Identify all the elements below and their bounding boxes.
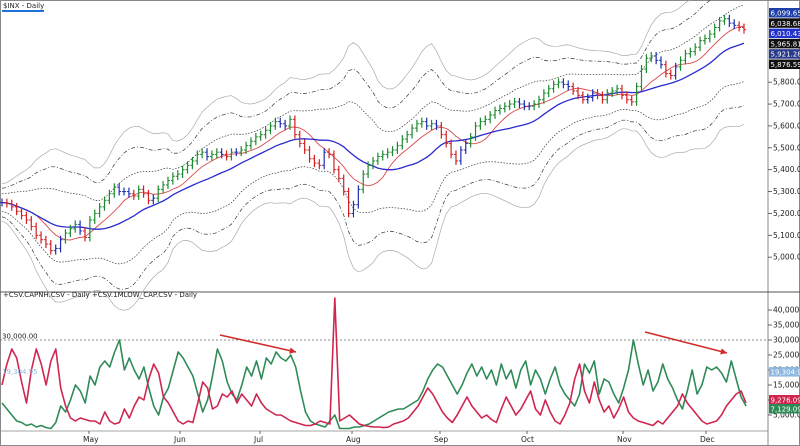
price-ytick-label: 5,100.00 [773, 231, 800, 240]
month-label: Sep [434, 435, 448, 444]
upper-outer-band-line [1, 0, 691, 185]
upper-dashdot-band-line [1, 0, 712, 189]
price-pane-title: $INX - Daily [3, 2, 44, 10]
indicator-ytick-label: 35,000.00 [773, 321, 800, 330]
reference-line-label: 30,000.00 [2, 333, 38, 341]
price-tag-label: 6,010.43 [771, 30, 800, 38]
price-ytick-label: 5,300.00 [773, 187, 800, 196]
price-tag-box [769, 38, 800, 49]
lower-dashdot-band-line [1, 104, 745, 290]
indicator-tag-label: 7,129.09 [771, 406, 800, 414]
price-tag-box [769, 18, 800, 28]
month-label: Jun [173, 435, 186, 444]
month-label: Nov [617, 435, 632, 444]
price-tag-box [769, 49, 800, 59]
indicator-tag-box [769, 367, 800, 377]
month-label: Dec [700, 435, 715, 444]
indicator-ytick-label: 15,000.00 [773, 381, 800, 390]
price-tag-label: 6,038.68 [771, 20, 800, 28]
long-ma-line [1, 42, 745, 230]
indicator-tag-label: 9,276.09 [771, 397, 800, 405]
annotation-arrow-shaft [644, 331, 728, 354]
annotation-arrowhead [289, 347, 296, 354]
price-tag-label: 6,099.65 [771, 10, 800, 18]
upper-dotted-band-line [1, 4, 745, 201]
lower-dotted-band-line [1, 81, 745, 265]
price-tag-label: 5,876.59 [771, 61, 800, 69]
lower-outer-band-line [1, 124, 745, 311]
month-label: Jul [253, 435, 263, 444]
price-tag-box [769, 8, 800, 18]
indicator-ytick-label: 5,000.00 [773, 411, 800, 420]
series-capnh-line [1, 339, 747, 430]
indicator-ytick-label: 25,000.00 [773, 351, 800, 360]
month-label: Oct [521, 435, 534, 444]
indicator-ytick-label: 40,000.00 [773, 306, 800, 315]
price-ytick-label: 5,800.00 [773, 78, 800, 87]
indicator-tag-box [769, 395, 800, 405]
annotation-arrowhead [720, 348, 727, 355]
price-ytick-label: 5,200.00 [773, 209, 800, 218]
indicator-tag-label: 19,304.95 [771, 369, 800, 377]
price-ytick-label: 5,600.00 [773, 121, 800, 130]
month-label: Aug [346, 435, 361, 444]
month-label: May [83, 435, 99, 444]
price-ytick-label: 5,700.00 [773, 100, 800, 109]
price-tag-box [769, 28, 800, 39]
short-ma-line [1, 25, 745, 241]
indicator-ytick-label: 30,000.00 [773, 336, 800, 345]
price-ytick-label: 5,000.00 [773, 253, 800, 262]
price-tag-label: 5,921.28 [771, 51, 800, 59]
annotation-arrow-shaft [219, 334, 297, 353]
price-ytick-label: 5,500.00 [773, 143, 800, 152]
indicator-tag-box [769, 404, 800, 414]
price-tag-label: 5,965.81 [771, 40, 800, 48]
series-1mlow_cap-line [1, 297, 747, 429]
price-tag-box [769, 59, 800, 69]
price-ytick-label: 5,400.00 [773, 165, 800, 174]
indicator-pane-title: +CSV.CAPNH.CSV - Daily +CSV.1MLOW_CAP.CS… [3, 291, 197, 299]
indicator-left-value: 19,304.95 [2, 368, 38, 376]
